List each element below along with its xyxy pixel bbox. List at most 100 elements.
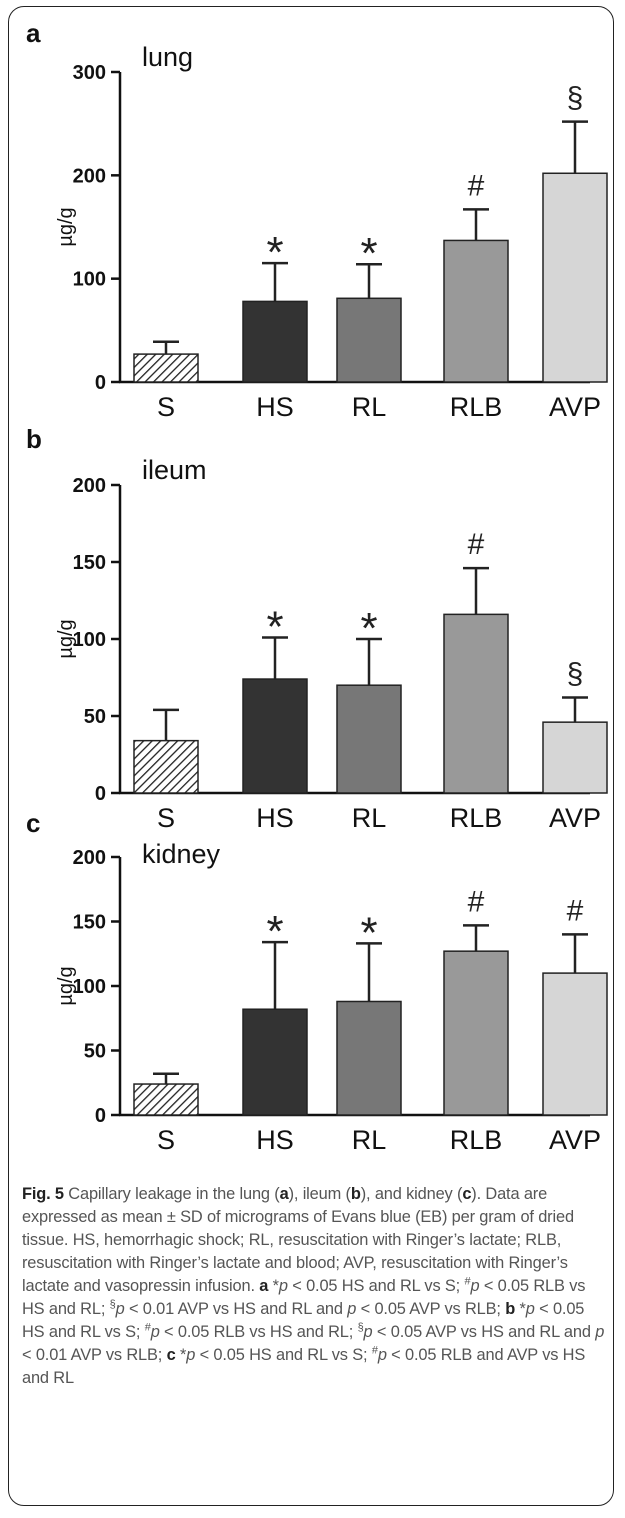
bar-avp [542,172,608,383]
caption-sup: § [109,1298,116,1311]
chart-title: ileum [142,455,207,485]
y-tick-label: 0 [95,783,106,805]
x-tick-label: RLB [450,803,503,833]
caption-fig-label: Fig. 5 [22,1185,64,1203]
x-tick-label: AVP [549,803,601,833]
significance-marker: § [567,658,584,691]
significance-marker: * [360,604,377,653]
panel-letter: b [26,424,42,454]
y-axis-label: µg/g [55,207,77,246]
bar-hs [242,1008,308,1116]
y-tick-label: 150 [73,552,106,574]
y-tick-label: 200 [73,847,106,869]
chart-panel-c: c kidney 0 50 100 150 200 µg/g S * HS * RL # RLB # AVP [26,808,608,1155]
caption-sup: # [464,1275,471,1288]
caption-ref-c: c [462,1185,472,1203]
significance-marker: * [266,602,283,651]
x-tick-label: AVP [549,392,601,422]
caption-text: ). Data are expressed as mean ± SD of mi… [22,1185,574,1295]
significance-marker: * [360,908,377,957]
caption-p: p [377,1346,387,1364]
x-tick-label: S [157,392,175,422]
panel-letter: c [26,808,40,838]
y-axis-label: µg/g [55,966,77,1005]
y-axis-label: µg/g [55,619,77,658]
significance-marker: # [567,894,584,927]
caption-ref-b: b [350,1185,361,1203]
bar-rlb [443,239,509,383]
caption-sup: § [357,1321,364,1334]
figure-caption: Fig. 5 Capillary leakage in the lung (a)… [22,1183,606,1390]
x-tick-label: HS [256,803,294,833]
caption-ref-b: b [505,1300,516,1318]
x-tick-label: RL [352,803,387,833]
y-tick-label: 50 [84,706,106,728]
chart-title: kidney [142,839,221,869]
caption-p: p [150,1323,160,1341]
significance-marker: # [468,885,485,918]
caption-text: < 0.05 RLB vs HS and RL; [159,1323,358,1341]
bar-hs [242,300,308,383]
caption-text: * [515,1300,526,1318]
significance-marker: § [567,82,584,115]
bar-rl [336,684,402,794]
caption-text: ), ileum ( [288,1185,351,1203]
y-tick-label: 100 [73,976,106,998]
bar-avp [542,972,608,1116]
bar-s [133,739,199,794]
x-tick-label: S [157,803,175,833]
chart-title: lung [142,42,193,72]
bar-rl [336,297,402,383]
caption-ref-a: a [259,1277,269,1295]
caption-sup: # [371,1344,378,1357]
caption-text: * [268,1277,279,1295]
caption-p: p [595,1323,605,1341]
caption-ref-a: a [279,1185,289,1203]
caption-p: p [525,1300,535,1318]
x-tick-label: S [157,1125,175,1155]
caption-p: p [470,1277,480,1295]
caption-p: p [278,1277,288,1295]
caption-p: p [347,1300,357,1318]
caption-text: < 0.05 AVP vs RLB; [356,1300,506,1318]
y-tick-label: 100 [73,269,106,291]
y-tick-label: 200 [73,165,106,187]
x-tick-label: RLB [450,1125,503,1155]
caption-text: < 0.05 HS and RL vs S; [195,1346,372,1364]
significance-marker: * [266,228,283,277]
caption-text: ), and kidney ( [360,1185,463,1203]
bar-s [133,353,199,383]
x-tick-label: RLB [450,392,503,422]
caption-text: < 0.05 RLB vs HS and RL; [22,1277,586,1318]
caption-sup: # [144,1321,151,1334]
caption-text: < 0.05 HS and RL vs S; [22,1300,585,1341]
chart-panel-b: b ileum 0 50 100 150 200 µg/g S * HS * RL # RLB § AVP [26,424,608,833]
caption-text: < 0.05 RLB and AVP vs HS and RL [22,1346,586,1387]
x-tick-label: HS [256,1125,294,1155]
panel-letter: a [26,18,41,48]
bar-avp [542,721,608,794]
x-tick-label: HS [256,392,294,422]
y-tick-label: 300 [73,62,106,84]
x-tick-label: RL [352,392,387,422]
chart-panel-a: a lung 0 100 200 300 µg/g S * HS * RL # RLB § AVP [26,18,608,422]
caption-p: p [363,1323,373,1341]
bar-rl [336,1000,402,1116]
x-tick-label: AVP [549,1125,601,1155]
significance-marker: * [266,907,283,956]
caption-ref-c: c [166,1346,176,1364]
caption-text: < 0.01 AVP vs RLB; [22,1346,167,1364]
bar-rlb [443,950,509,1116]
significance-marker: * [360,229,377,278]
caption-text: < 0.01 AVP vs HS and RL and [124,1300,348,1318]
bar-rlb [443,613,509,794]
caption-p: p [186,1346,196,1364]
significance-marker: # [468,169,485,202]
y-tick-label: 200 [73,475,106,497]
figure-frame [8,6,614,1506]
caption-text: < 0.05 HS and RL vs S; [287,1277,465,1295]
caption-text: Capillary leakage in the lung ( [63,1185,280,1203]
bar-hs [242,678,308,794]
y-tick-label: 0 [95,1105,106,1127]
significance-marker: # [468,528,485,561]
